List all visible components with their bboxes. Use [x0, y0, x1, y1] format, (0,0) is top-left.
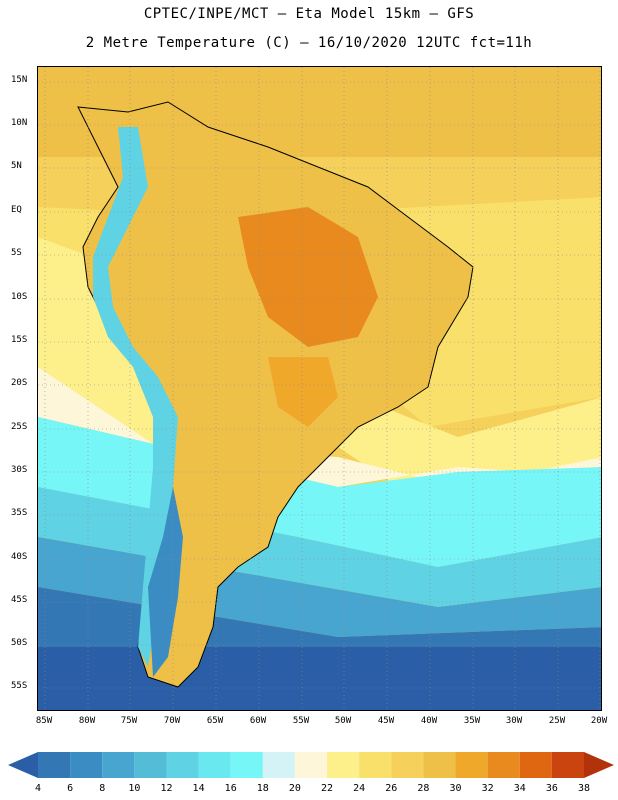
lon-label: 20W	[590, 716, 608, 726]
colorbar-swatch	[294, 752, 328, 778]
colorbar-swatch	[455, 752, 488, 778]
colorbar-swatch	[423, 752, 456, 778]
colorbar-level-label: 6	[67, 783, 74, 794]
colorbar-swatch	[230, 752, 263, 778]
lat-label: 5N	[11, 161, 22, 171]
lon-label: 60W	[249, 716, 267, 726]
lon-label: 30W	[505, 716, 523, 726]
colorbar-level-label: 10	[128, 783, 141, 794]
colorbar-level-label: 34	[513, 783, 526, 794]
colorbar-level-label: 30	[449, 783, 462, 794]
map-canvas	[38, 67, 601, 710]
colorbar-swatch	[551, 752, 584, 778]
colorbar-swatch	[487, 752, 520, 778]
colorbar-level-label: 32	[481, 783, 494, 794]
colorbar	[8, 752, 614, 778]
lon-label: 55W	[292, 716, 310, 726]
colorbar-level-label: 4	[34, 783, 42, 794]
lat-label: EQ	[11, 205, 22, 215]
lat-label: 40S	[11, 552, 28, 562]
lat-label: 35S	[11, 508, 28, 518]
map-subtitle: 2 Metre Temperature (C) – 16/10/2020 12U…	[85, 35, 533, 51]
lon-label: 80W	[78, 716, 96, 726]
colorbar-level-label: 36	[545, 783, 558, 794]
temperature-map	[37, 66, 602, 711]
patagonian-andes	[148, 487, 183, 677]
lon-label: 25W	[548, 716, 566, 726]
subtropical-band	[38, 237, 601, 527]
colorbar-swatch	[198, 752, 231, 778]
lat-label: 10N	[11, 118, 28, 128]
lon-label: 50W	[334, 716, 352, 726]
lat-label: 50S	[11, 638, 28, 648]
colorbar-level-label: 12	[160, 783, 173, 794]
colorbar-level-label: 14	[192, 783, 205, 794]
polar-band	[38, 647, 601, 710]
colorbar-swatch	[359, 752, 392, 778]
colorbar-swatch	[134, 752, 167, 778]
lat-label: 25S	[11, 422, 28, 432]
lon-label: 45W	[377, 716, 395, 726]
colorbar-low-arrow	[8, 752, 38, 778]
colorbar-swatch	[38, 752, 71, 778]
colorbar-level-label: 18	[256, 783, 269, 794]
lat-label: 15S	[11, 335, 28, 345]
lat-label: 20S	[11, 378, 28, 388]
lat-label: 30S	[11, 465, 28, 475]
colorbar-swatch	[327, 752, 360, 778]
colorbar-level-label: 8	[99, 783, 106, 794]
colorbar-swatch	[391, 752, 424, 778]
colorbar-level-label: 38	[577, 783, 591, 794]
colorbar-level-label: 20	[288, 783, 301, 794]
lat-label: 5S	[11, 248, 22, 258]
hot-core-amazon	[238, 207, 378, 347]
lon-label: 40W	[420, 716, 438, 726]
colorbar-level-label: 22	[321, 783, 334, 794]
lon-label: 85W	[35, 716, 53, 726]
colorbar-swatch	[519, 752, 552, 778]
colorbar-level-label: 24	[353, 783, 366, 794]
andes-cold-strip	[93, 127, 178, 667]
colorbar-level-label: 28	[417, 783, 430, 794]
lon-label: 35W	[463, 716, 481, 726]
lon-label: 70W	[163, 716, 181, 726]
colorbar-swatch	[262, 752, 295, 778]
lat-label: 10S	[11, 292, 28, 302]
colorbar-swatch	[70, 752, 103, 778]
colorbar-level-label: 26	[385, 783, 398, 794]
colorbar-high-arrow	[584, 752, 614, 778]
colorbar-swatch	[166, 752, 199, 778]
hot-core-center	[268, 357, 338, 427]
lon-label: 75W	[120, 716, 138, 726]
lat-label: 45S	[11, 595, 28, 605]
lon-label: 65W	[206, 716, 224, 726]
map-title: CPTEC/INPE/MCT – Eta Model 15km – GFS	[143, 6, 475, 22]
lat-label: 15N	[11, 75, 28, 85]
lat-label: 55S	[11, 681, 28, 691]
colorbar-level-label: 16	[224, 783, 237, 794]
colorbar-swatch	[102, 752, 135, 778]
